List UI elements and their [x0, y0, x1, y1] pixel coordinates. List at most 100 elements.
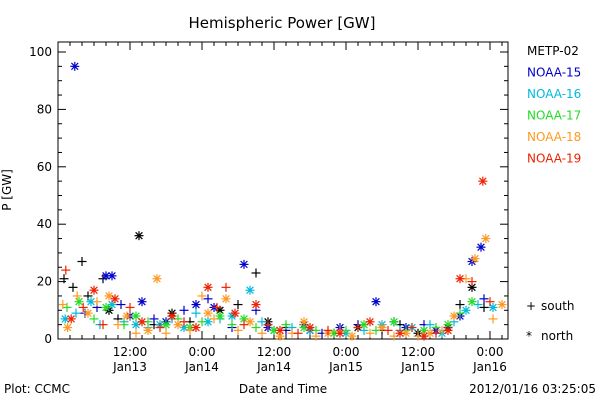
north-point-noaa-18 [173, 320, 183, 330]
x-tick-time-label: 0:00 [189, 345, 216, 359]
north-point-noaa-18 [470, 254, 480, 264]
north-point-noaa-19 [365, 317, 375, 327]
footer-source: Plot: CCMC [4, 382, 70, 396]
north-point-noaa-19 [66, 314, 76, 324]
south-point-noaa-19 [125, 302, 135, 312]
x-tick-date-label: Jan14 [184, 360, 219, 374]
north-point-noaa-17 [161, 320, 171, 330]
south-point-noaa-16 [257, 317, 267, 327]
plot-frame [57, 41, 509, 340]
y-tick-label: 40 [37, 217, 52, 231]
south-point-noaa-19 [485, 297, 495, 307]
south-point-noaa-19 [293, 328, 303, 338]
north-point-noaa-18 [203, 308, 213, 318]
y-tick-label: 100 [29, 45, 52, 59]
north-point-noaa-15 [70, 61, 80, 71]
footer-timestamp: 2012/01/16 03:25:05 [469, 382, 596, 396]
south-point-noaa-19 [98, 320, 108, 330]
north-point-noaa-18 [449, 311, 459, 321]
marker-legend-label: north [541, 329, 573, 343]
north-point-noaa-18 [245, 317, 255, 327]
north-point-noaa-19 [89, 285, 99, 295]
x-tick-date-label: Jan14 [256, 360, 291, 374]
y-tick-label: 80 [37, 102, 52, 116]
x-tick-time-label: 12:00 [401, 345, 436, 359]
x-tick-time-label: 12:00 [257, 345, 292, 359]
south-point-noaa-19 [263, 320, 273, 330]
south-point-noaa-18 [131, 328, 141, 338]
south-point-noaa-18 [58, 300, 68, 310]
south-point-noaa-19 [179, 317, 189, 327]
legend-entry-metp-02: METP-02 [527, 44, 579, 58]
north-point-noaa-18 [83, 308, 93, 318]
south-point-noaa-17 [89, 314, 99, 324]
y-axis-label: P [GW] [0, 169, 14, 211]
north-point-noaa-15 [476, 242, 486, 252]
marker-legend-symbol: * [526, 329, 532, 343]
north-point-noaa-18 [275, 331, 285, 341]
x-tick-date-label: Jan15 [400, 360, 435, 374]
south-point-noaa-15 [203, 294, 213, 304]
south-point-noaa-16 [425, 320, 435, 330]
north-point-metp-02 [467, 282, 477, 292]
south-point-noaa-19 [212, 302, 222, 312]
legend-entry-noaa-16: NOAA-16 [527, 87, 581, 101]
south-point-noaa-19 [431, 328, 441, 338]
north-point-noaa-17 [74, 297, 84, 307]
north-point-noaa-19 [191, 323, 201, 333]
legend-entry-noaa-17: NOAA-17 [527, 109, 581, 123]
south-point-noaa-15 [179, 305, 189, 315]
north-point-noaa-18 [299, 317, 309, 327]
south-point-noaa-15 [116, 300, 126, 310]
x-tick-date-label: Jan13 [112, 360, 147, 374]
south-point-noaa-15 [479, 294, 489, 304]
legend-entry-noaa-18: NOAA-18 [527, 130, 581, 144]
north-point-noaa-19 [110, 294, 120, 304]
north-point-noaa-17 [101, 302, 111, 312]
south-point-noaa-17 [197, 317, 207, 327]
south-point-metp-02 [455, 300, 465, 310]
south-point-noaa-19 [383, 325, 393, 335]
legend-entry-noaa-19: NOAA-19 [527, 152, 581, 166]
north-point-noaa-19 [335, 328, 345, 338]
north-point-noaa-19 [443, 325, 453, 335]
south-point-noaa-15 [149, 314, 159, 324]
north-point-noaa-15 [371, 297, 381, 307]
legend-entry-noaa-15: NOAA-15 [527, 66, 581, 80]
south-point-noaa-19 [78, 302, 88, 312]
north-point-noaa-19 [275, 325, 285, 335]
south-point-noaa-19 [407, 323, 417, 333]
north-point-noaa-16 [245, 285, 255, 295]
south-point-noaa-19 [353, 323, 363, 333]
north-point-noaa-17 [467, 297, 477, 307]
north-point-noaa-19 [419, 331, 429, 341]
north-point-noaa-17 [419, 325, 429, 335]
x-axis-label: Date and Time [239, 382, 327, 396]
south-point-noaa-19 [61, 265, 71, 275]
x-tick-date-label: Jan16 [472, 360, 507, 374]
north-point-noaa-17 [389, 317, 399, 327]
south-point-metp-02 [233, 300, 243, 310]
y-tick-label: 60 [37, 160, 52, 174]
north-point-noaa-15 [191, 300, 201, 310]
south-point-noaa-18 [197, 291, 207, 301]
north-point-noaa-16 [488, 302, 498, 312]
south-point-noaa-18 [161, 328, 171, 338]
south-point-noaa-19 [155, 323, 165, 333]
north-point-noaa-18 [143, 325, 153, 335]
south-point-noaa-18 [209, 314, 219, 324]
south-point-noaa-17 [227, 320, 237, 330]
north-point-noaa-17 [131, 311, 141, 321]
north-point-noaa-16 [461, 305, 471, 315]
south-point-noaa-18 [488, 314, 498, 324]
south-point-noaa-17 [251, 323, 261, 333]
south-point-noaa-16 [191, 308, 201, 318]
south-point-noaa-18 [113, 320, 123, 330]
north-point-noaa-19 [137, 317, 147, 327]
north-point-noaa-18 [152, 274, 162, 284]
south-point-metp-02 [479, 302, 489, 312]
north-point-noaa-19 [251, 300, 261, 310]
south-point-noaa-18 [311, 331, 321, 341]
north-point-noaa-15 [239, 259, 249, 269]
north-point-noaa-15 [107, 271, 117, 281]
